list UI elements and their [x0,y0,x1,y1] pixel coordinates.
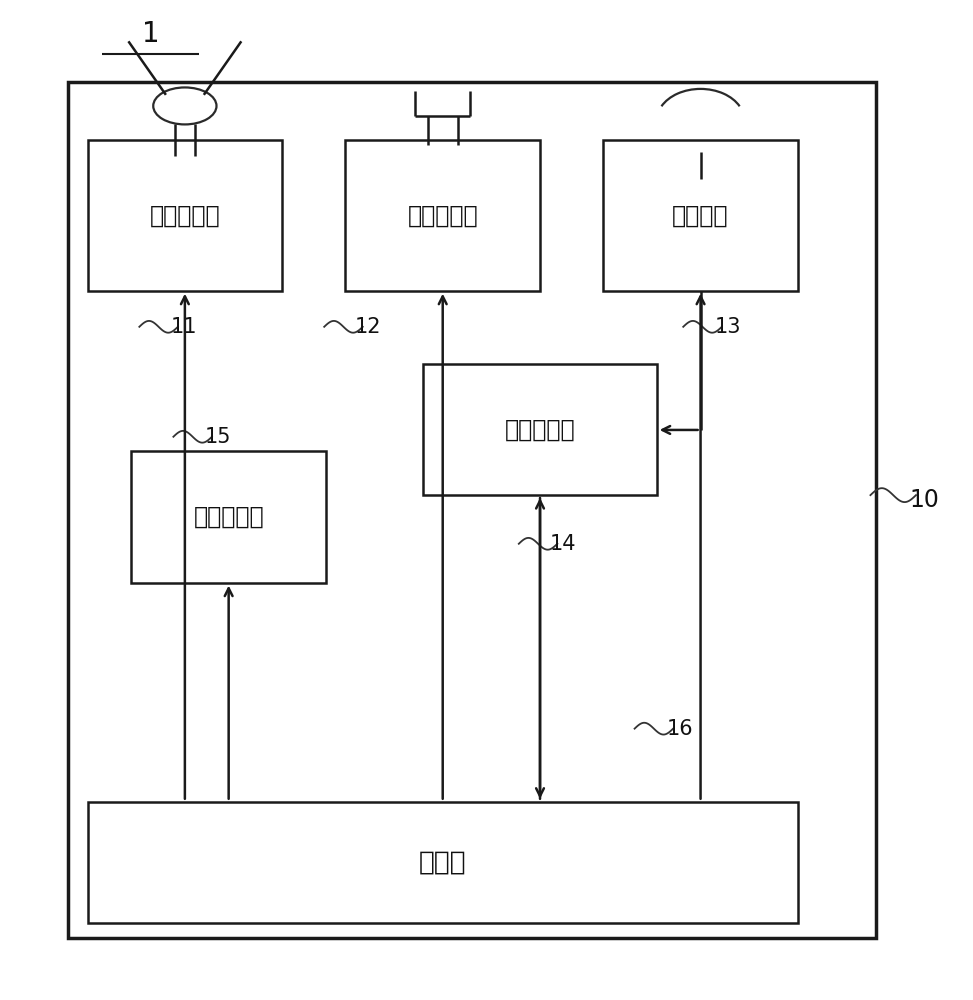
Text: 光接收部: 光接收部 [672,203,729,227]
Bar [88,802,798,923]
Text: 测量光源部: 测量光源部 [408,203,478,227]
Text: 1: 1 [142,20,160,48]
Bar [423,364,657,495]
Bar [88,140,282,291]
Text: 11: 11 [170,317,197,337]
Text: 12: 12 [355,317,381,337]
Text: 14: 14 [550,534,576,554]
Bar [68,82,876,938]
Text: 控制部: 控制部 [419,849,466,875]
Text: 13: 13 [715,317,741,337]
Text: 10: 10 [910,488,940,512]
Text: 指向光源部: 指向光源部 [150,203,220,227]
Bar [603,140,798,291]
Text: 15: 15 [204,427,231,447]
Text: 16: 16 [667,719,693,739]
Text: 距离计算部: 距离计算部 [505,417,575,441]
Text: 触觉提供部: 触觉提供部 [194,505,264,529]
Bar [345,140,540,291]
Bar [131,451,326,583]
